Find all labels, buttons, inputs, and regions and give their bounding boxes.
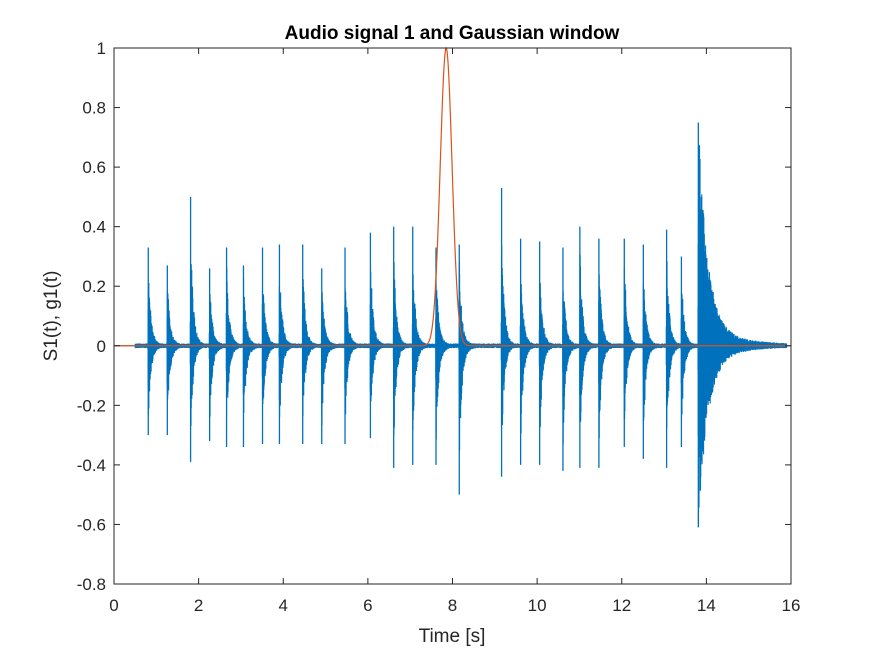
x-tick-label: 12 bbox=[612, 596, 631, 615]
y-tick-label: 0.4 bbox=[82, 218, 106, 237]
x-tick-label: 4 bbox=[279, 596, 288, 615]
gaussian-window-line bbox=[114, 46, 791, 347]
y-tick-label: -0.2 bbox=[77, 396, 106, 415]
gaussian-window-series bbox=[114, 46, 791, 347]
y-tick-label: 0 bbox=[97, 337, 106, 356]
y-tick-label: -0.4 bbox=[77, 456, 106, 475]
y-tick-label: 0.8 bbox=[82, 99, 106, 118]
x-tick-labels: 0 2 4 6 8 10 12 14 16 bbox=[109, 596, 800, 615]
y-tick-label: -0.6 bbox=[77, 515, 106, 534]
y-tick-label: 0.6 bbox=[82, 158, 106, 177]
y-tick-label: 1 bbox=[97, 39, 106, 58]
y-tick-labels: -0.8 -0.6 -0.4 -0.2 0 0.2 0.4 0.6 0.8 1 bbox=[77, 39, 106, 594]
plot-background bbox=[114, 48, 791, 584]
x-tick-label: 16 bbox=[782, 596, 801, 615]
y-tick-label: 0.2 bbox=[82, 277, 106, 296]
x-tick-label: 14 bbox=[697, 596, 716, 615]
chart-title: Audio signal 1 and Gaussian window bbox=[285, 23, 620, 44]
x-tick-label: 6 bbox=[363, 596, 372, 615]
x-tick-label: 0 bbox=[109, 596, 118, 615]
y-tick-label: -0.8 bbox=[77, 575, 106, 594]
x-tick-label: 8 bbox=[448, 596, 457, 615]
x-axis-label: Time [s] bbox=[419, 626, 486, 647]
y-axis-label: S1(t), g1(t) bbox=[41, 271, 62, 362]
x-tick-label: 2 bbox=[194, 596, 203, 615]
tick-marks bbox=[113, 47, 792, 585]
x-tick-label: 10 bbox=[528, 596, 547, 615]
